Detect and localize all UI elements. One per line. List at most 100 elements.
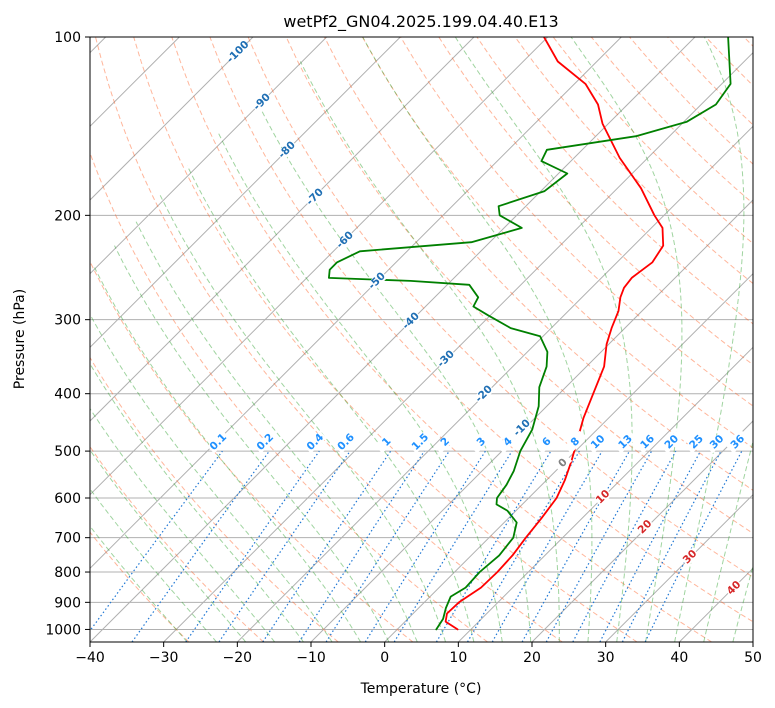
dry-adiabat-line bbox=[209, 37, 753, 623]
dry-adiabat-line bbox=[90, 151, 488, 642]
mixing-ratio-label-bg bbox=[334, 430, 358, 454]
moist-adiabat-line bbox=[703, 439, 753, 642]
y-axis-label: Pressure (hPa) bbox=[12, 289, 28, 389]
mixing-ratio-label-bg bbox=[375, 430, 399, 454]
isotherm-gridline bbox=[384, 272, 753, 642]
y-tick-label: 900 bbox=[54, 595, 81, 611]
mixing-ratio-label-bg bbox=[253, 430, 277, 454]
moist-adiabat-line bbox=[362, 37, 593, 642]
x-tick-label: 0 bbox=[380, 650, 389, 666]
dry-adiabat-line bbox=[514, 37, 753, 285]
mixing-ratio-label-bg bbox=[564, 430, 587, 454]
mixing-ratio-label-bg bbox=[535, 430, 559, 454]
moist-adiabat-line bbox=[186, 165, 475, 642]
mixing-ratio-line bbox=[185, 450, 320, 642]
mixing-ratio-label-bg bbox=[705, 430, 729, 454]
x-tick-label: 30 bbox=[597, 650, 615, 666]
y-tick-label: 700 bbox=[54, 531, 81, 547]
dry-adiabat-label-bg bbox=[227, 41, 249, 63]
mixing-ratio-label-bg bbox=[685, 430, 708, 454]
isotherm-gridline bbox=[90, 37, 401, 349]
dry-adiabat-line bbox=[285, 37, 753, 535]
axes-layer: −40 −30 −20 −10 0 10 20 30 40 50 1000 900 800 700 600 5… bbox=[45, 30, 762, 666]
mixing-ratio-label-bg bbox=[409, 430, 432, 454]
moist-adiabat-line bbox=[90, 363, 304, 642]
x-tick-label: 40 bbox=[670, 650, 688, 666]
moist-adiabat-line bbox=[299, 61, 560, 642]
dry-adiabat-label-bg bbox=[251, 91, 273, 113]
isotherm-gridline bbox=[90, 37, 475, 422]
dry-adiabat-line bbox=[438, 37, 753, 366]
moist-adiabat-line bbox=[90, 313, 333, 642]
mixing-ratio-label-bg bbox=[586, 430, 610, 454]
mixing-ratio-line bbox=[393, 450, 513, 642]
x-tick-label: −40 bbox=[75, 650, 105, 666]
moist-adiabat-label-bg bbox=[635, 517, 655, 537]
isotherm-gridline bbox=[90, 37, 254, 201]
mixing-ratio-label-bg bbox=[726, 430, 750, 454]
isotherm-gridline bbox=[310, 199, 753, 642]
moist-adiabat-label-bg bbox=[680, 547, 700, 567]
y-tick-label: 1000 bbox=[45, 622, 81, 638]
chart-title: wetPf2_GN04.2025.199.04.40.E13 bbox=[283, 12, 558, 32]
dry-adiabat-label-bg bbox=[435, 348, 457, 370]
moist-adiabat-line bbox=[674, 37, 745, 642]
mixing-ratio-label-bg bbox=[433, 430, 457, 454]
mixing-ratio-label-bg bbox=[636, 430, 659, 454]
mixing-ratio-line bbox=[90, 450, 223, 632]
mixing-ratio-line bbox=[131, 450, 270, 642]
dry-adiabat-line bbox=[90, 531, 190, 642]
mixing-ratio-label-bg bbox=[496, 430, 520, 454]
moist-adiabat-line bbox=[135, 221, 418, 642]
dry-adiabat-label-bg bbox=[304, 186, 326, 208]
plot-frame bbox=[89, 36, 754, 643]
x-tick-label: −30 bbox=[149, 650, 179, 666]
mixing-ratio-label-bg bbox=[614, 430, 637, 454]
dry-adiabat-line bbox=[323, 37, 753, 491]
dry-adiabat-line bbox=[133, 37, 638, 642]
x-axis-label: Temperature (°C) bbox=[360, 681, 482, 697]
isotherm-gridline bbox=[531, 420, 753, 642]
y-tick-label: 600 bbox=[54, 491, 81, 507]
mixing-ratio-line bbox=[325, 450, 450, 642]
x-tick-label: 10 bbox=[449, 650, 467, 666]
plot-layer: -100-90-80-70-60-50-40-30-20-100.1 0.2 0.4… bbox=[90, 37, 753, 642]
mixing-ratio-line bbox=[298, 450, 425, 642]
mixing-ratio-label-bg bbox=[303, 430, 327, 454]
mixing-ratio-line bbox=[644, 450, 743, 642]
moist-adiabat-label-bg bbox=[724, 578, 744, 598]
moist-adiabat-line bbox=[570, 37, 683, 642]
y-tick-label: 200 bbox=[54, 208, 81, 224]
dry-adiabat-line bbox=[400, 37, 753, 407]
x-tick-label: −20 bbox=[223, 650, 253, 666]
dewpoint-profile bbox=[327, 37, 732, 631]
y-tick-label: 300 bbox=[54, 313, 81, 329]
dry-adiabat-line bbox=[362, 37, 753, 449]
moist-adiabat-line bbox=[258, 104, 532, 642]
y-tick-label: 800 bbox=[54, 565, 81, 581]
isotherm-gridline bbox=[163, 51, 753, 642]
x-tick-label: −10 bbox=[296, 650, 326, 666]
isotherm-gridline bbox=[90, 37, 549, 496]
mixing-ratio-line bbox=[262, 450, 392, 642]
mixing-ratio-label-bg bbox=[660, 430, 684, 454]
moist-adiabat-line bbox=[732, 564, 753, 642]
isotherm-gridline bbox=[236, 125, 753, 642]
mixing-ratio-label-bg bbox=[470, 430, 493, 454]
dry-adiabat-label-bg bbox=[473, 383, 495, 405]
mixing-ratio-label-bg bbox=[207, 430, 230, 454]
isotherm-gridline bbox=[90, 37, 696, 642]
dry-adiabat-label-bg bbox=[334, 229, 356, 251]
x-tick-label: 50 bbox=[744, 650, 762, 666]
isotherm-gridline bbox=[752, 641, 753, 642]
moist-adiabat-line bbox=[159, 195, 447, 642]
temperature-profile bbox=[444, 37, 665, 631]
moist-adiabat-line bbox=[90, 488, 217, 642]
y-tick-label: 400 bbox=[54, 387, 81, 403]
dry-adiabat-line bbox=[95, 37, 563, 642]
dry-adiabat-label-bg bbox=[276, 139, 298, 161]
x-tick-label: 20 bbox=[523, 650, 541, 666]
y-tick-label: 100 bbox=[54, 30, 81, 46]
isotherm-gridline bbox=[90, 37, 328, 275]
y-tick-label: 500 bbox=[54, 444, 81, 460]
